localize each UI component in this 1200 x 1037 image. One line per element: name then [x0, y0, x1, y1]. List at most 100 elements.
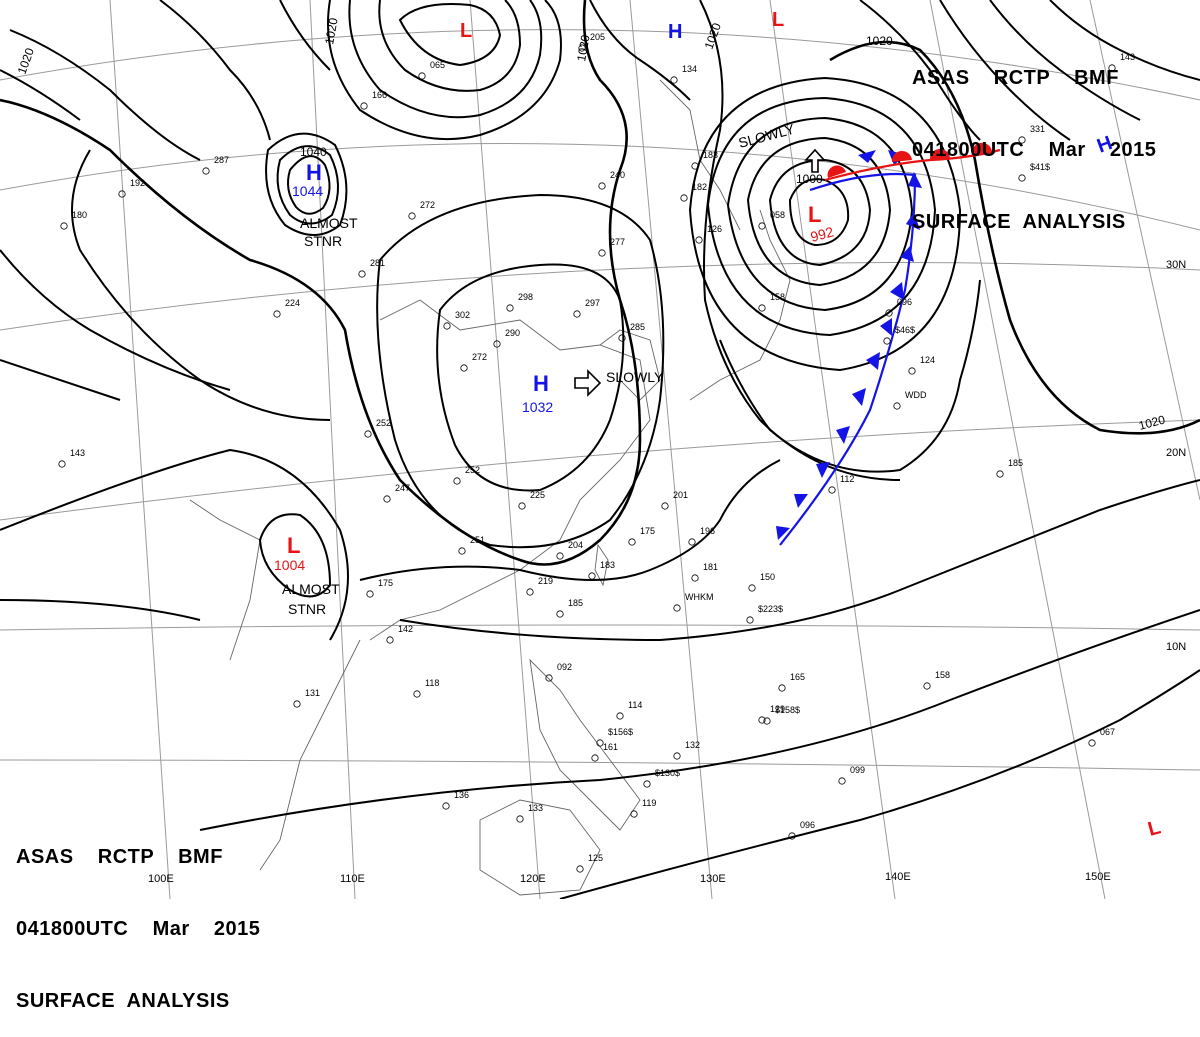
station-circle-icon: [360, 102, 368, 110]
station-circle-icon: [383, 495, 391, 503]
warm-front-semicircle: [929, 148, 950, 160]
station-circle-icon: [996, 470, 1004, 478]
footer-line-3: SURFACE ANALYSIS: [16, 990, 230, 1012]
cold-front-triangle: [794, 494, 808, 508]
high-symbol: H: [533, 371, 549, 396]
isobar: [0, 0, 642, 566]
station-circle-icon: [680, 194, 688, 202]
station-circle-icon: [748, 584, 756, 592]
station-value: 175: [378, 578, 393, 588]
station-value: 240: [610, 170, 625, 180]
header-line-3: SURFACE ANALYSIS: [912, 211, 1126, 233]
low-symbol: L: [808, 202, 821, 227]
warm-front-line: [824, 148, 1001, 182]
pressure-systems: H 1044 ALMOST STNR H 1032 SLOWLY L 992 S…: [274, 9, 1163, 841]
station-circle-icon: [828, 486, 836, 494]
cold-front-triangle: [836, 426, 850, 444]
station-circle-icon: [758, 222, 766, 230]
station-circle-icon: [460, 364, 468, 372]
station-circle-icon: [366, 590, 374, 598]
station-circle-icon: [526, 588, 534, 596]
station-value: 161: [603, 742, 618, 752]
isobar-label: 1020: [322, 16, 340, 45]
station-value: 205: [590, 32, 605, 42]
station-circle-icon: [545, 674, 553, 682]
station-value: 165: [790, 672, 805, 682]
station-value: 285: [630, 322, 645, 332]
isobar: [399, 479, 1200, 642]
cold-front-line: [779, 172, 917, 546]
station-value: 124: [920, 355, 935, 365]
isobar: [768, 158, 872, 267]
station-value: 225: [530, 490, 545, 500]
station-circle-icon: [516, 815, 524, 823]
station-circle-icon: [618, 334, 626, 342]
station-circle-icon: [670, 76, 678, 84]
cold-front-triangle: [880, 318, 892, 336]
station-value: 065: [430, 60, 445, 70]
station-circle-icon: [630, 810, 638, 818]
low-symbol: L: [772, 9, 784, 31]
station-circle-icon: [413, 690, 421, 698]
station-circle-icon: [838, 777, 846, 785]
station-value: 192: [130, 178, 145, 188]
station-circle-icon: [1088, 739, 1096, 747]
isobar: [199, 609, 1200, 831]
isobar-label: 1000: [796, 172, 823, 186]
meridian-line: [469, 0, 541, 899]
coastline-borneo: [479, 799, 601, 896]
station-value: 331: [1030, 124, 1045, 134]
station-value: 132: [685, 740, 700, 750]
header-line-1: ASAS RCTP BMF: [912, 67, 1119, 89]
station-circle-icon: [386, 636, 394, 644]
isobar: [376, 193, 665, 549]
station-value: 126: [707, 224, 722, 234]
lon-label: 100E: [148, 873, 174, 885]
isobar: [746, 136, 892, 287]
coastline-taiwan: [594, 543, 609, 587]
station-circle-icon: [1108, 64, 1116, 72]
footer-line-1: ASAS RCTP BMF: [16, 846, 223, 868]
station-circle-icon: [908, 367, 916, 375]
station-value: 096: [897, 297, 912, 307]
station-value: 185: [568, 598, 583, 608]
station-value: $223$: [758, 604, 783, 614]
low-symbol: L: [460, 20, 472, 42]
station-value: 287: [214, 155, 229, 165]
station-circle-icon: [763, 717, 771, 725]
station-circle-icon: [746, 616, 754, 624]
station-circle-icon: [628, 538, 636, 546]
station-value: 142: [398, 624, 413, 634]
station-circle-icon: [596, 739, 604, 747]
station-circle-icon: [885, 309, 893, 317]
station-circle-icon: [418, 72, 426, 80]
cold-front-triangle: [906, 212, 920, 230]
lat-label: 30N: [1166, 259, 1186, 271]
system-note: ALMOST: [300, 215, 358, 231]
coastline-philippines: [529, 658, 641, 831]
station-value: 125: [588, 853, 603, 863]
isobar: [939, 0, 1071, 141]
isobar-label: 1020: [574, 33, 592, 62]
station-value: 099: [850, 765, 865, 775]
station-circle-icon: [598, 182, 606, 190]
station-value: $46$: [895, 325, 915, 335]
motion-arrows: [574, 148, 826, 397]
station-circle-icon: [758, 716, 766, 724]
station-circle-icon: [573, 310, 581, 318]
station-circle-icon: [293, 700, 301, 708]
coastline-china: [369, 299, 651, 641]
weather-map: 1020 1020 1020 1020 1040 1020 1000 1020 …: [0, 0, 1200, 899]
station-value: 131: [305, 688, 320, 698]
station-circle-icon: [408, 212, 416, 220]
parallel-line: [0, 142, 1200, 231]
meridian-line: [309, 0, 356, 899]
station-value: 112: [840, 474, 854, 484]
station-value: 143: [1120, 52, 1135, 62]
warm-front: [824, 142, 1001, 182]
station-value: 166: [372, 90, 387, 100]
station-circle-icon: [691, 162, 699, 170]
station-value: $130$: [655, 768, 680, 778]
station-value: 290: [505, 328, 520, 338]
high-symbol: H: [306, 160, 322, 185]
